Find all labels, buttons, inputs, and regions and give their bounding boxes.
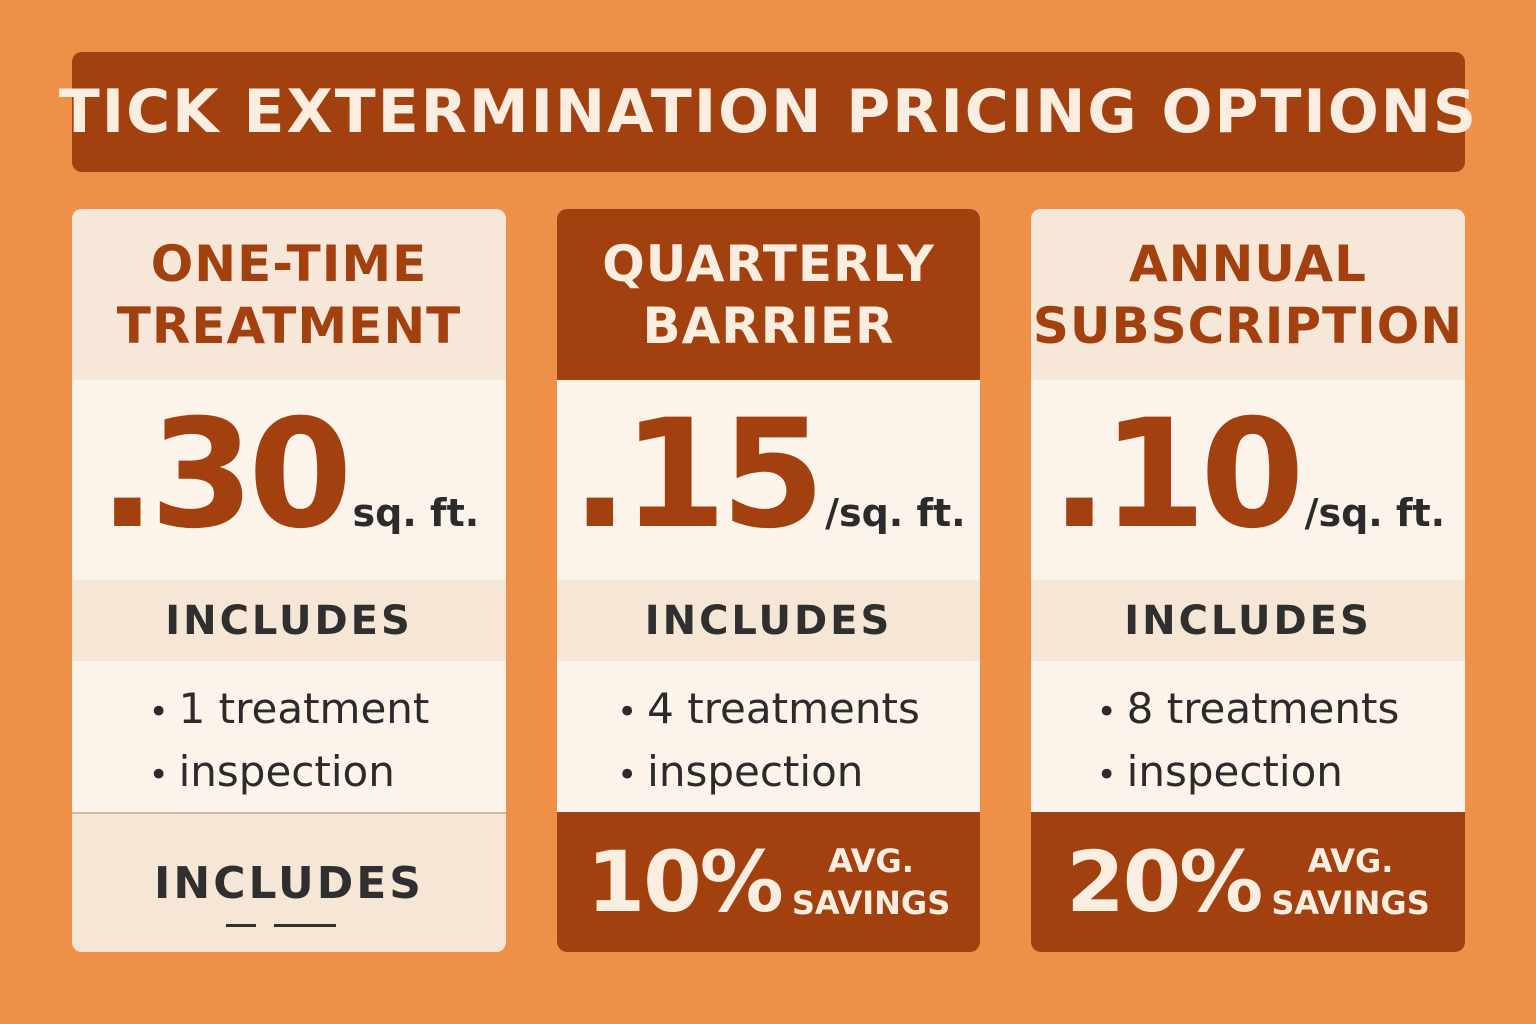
feature-list: • 1 treatment • inspection	[72, 661, 506, 812]
plan-name-line1: ANNUAL	[1128, 234, 1367, 293]
bullet-icon: •	[148, 692, 169, 732]
plan-header: ANNUAL SUBSCRIPTION	[1031, 209, 1465, 380]
savings-caption: AVG. SAVINGS	[792, 840, 950, 924]
savings-footer: 20% AVG. SAVINGS	[1031, 812, 1465, 952]
savings-line1: AVG.	[828, 842, 914, 880]
underline-mark	[274, 923, 337, 927]
plan-price-unit: sq. ft.	[352, 491, 480, 535]
pricing-card-quarterly[interactable]: QUARTERLY BARRIER .15 /sq. ft. INCLUDES …	[557, 209, 980, 952]
underline-mark	[226, 923, 257, 927]
plan-price: .15	[571, 388, 825, 562]
title-banner: TICK EXTERMINATION PRICING OPTIONS	[59, 52, 1476, 172]
footer-label: INCLUDES	[154, 857, 424, 909]
feature-text: inspection	[647, 747, 864, 796]
plan-name-line1: ONE-TIME	[150, 234, 428, 293]
bullet-icon: •	[617, 692, 638, 732]
includes-label: INCLUDES	[644, 597, 893, 644]
feature-item: • 8 treatments	[1097, 679, 1400, 742]
savings-percent: 20%	[1066, 833, 1263, 931]
feature-text: 8 treatments	[1126, 684, 1400, 733]
feature-item: • inspection	[149, 742, 430, 805]
savings-percent: 10%	[586, 833, 784, 931]
plan-price: .10	[1050, 388, 1305, 562]
feature-item: • 1 treatment	[149, 679, 430, 742]
includes-header: INCLUDES	[72, 580, 506, 661]
feature-text: inspection	[178, 747, 395, 796]
plan-footer: INCLUDES	[72, 812, 506, 952]
plan-name-line2: TREATMENT	[116, 296, 462, 355]
savings-footer: 10% AVG. SAVINGS	[557, 812, 980, 952]
plan-price-section: .15 /sq. ft.	[557, 380, 980, 580]
plan-name-line2: BARRIER	[642, 296, 895, 355]
feature-item: • inspection	[1097, 742, 1400, 805]
bullet-icon: •	[1096, 692, 1117, 732]
feature-item: • 4 treatments	[617, 679, 920, 742]
feature-item: • inspection	[617, 742, 920, 805]
includes-label: INCLUDES	[165, 597, 413, 644]
savings-caption: AVG. SAVINGS	[1271, 840, 1429, 924]
includes-header: INCLUDES	[557, 580, 980, 661]
plan-header: QUARTERLY BARRIER	[557, 209, 980, 380]
feature-text: 1 treatment	[178, 684, 430, 733]
pricing-card-one-time[interactable]: ONE-TIME TREATMENT .30 sq. ft. INCLUDES …	[72, 209, 506, 952]
bullet-icon: •	[617, 755, 638, 795]
bullet-icon: •	[1096, 755, 1117, 795]
pricing-card-annual[interactable]: ANNUAL SUBSCRIPTION .10 /sq. ft. INCLUDE…	[1031, 209, 1465, 952]
savings-line1: AVG.	[1307, 842, 1394, 880]
plan-price-unit: /sq. ft.	[1304, 491, 1446, 535]
feature-list: • 4 treatments • inspection	[557, 661, 980, 812]
plan-name-line1: QUARTERLY	[602, 234, 935, 293]
feature-text: 4 treatments	[647, 684, 920, 733]
feature-list: • 8 treatments • inspection	[1031, 661, 1465, 812]
plan-header: ONE-TIME TREATMENT	[72, 209, 506, 380]
plan-price: .30	[98, 388, 353, 562]
plan-price-section: .10 /sq. ft.	[1031, 380, 1465, 580]
feature-text: inspection	[1126, 747, 1343, 796]
includes-label: INCLUDES	[1124, 597, 1372, 644]
includes-header: INCLUDES	[1031, 580, 1465, 661]
footer-label-wrap: INCLUDES	[154, 857, 424, 927]
savings-line2: SAVINGS	[1271, 884, 1430, 922]
plan-name-line2: SUBSCRIPTION	[1032, 296, 1464, 355]
plan-price-unit: /sq. ft.	[825, 491, 966, 535]
savings-line2: SAVINGS	[791, 884, 951, 922]
page-title: TICK EXTERMINATION PRICING OPTIONS	[58, 77, 1479, 147]
plan-price-section: .30 sq. ft.	[72, 380, 506, 580]
bullet-icon: •	[148, 755, 169, 795]
